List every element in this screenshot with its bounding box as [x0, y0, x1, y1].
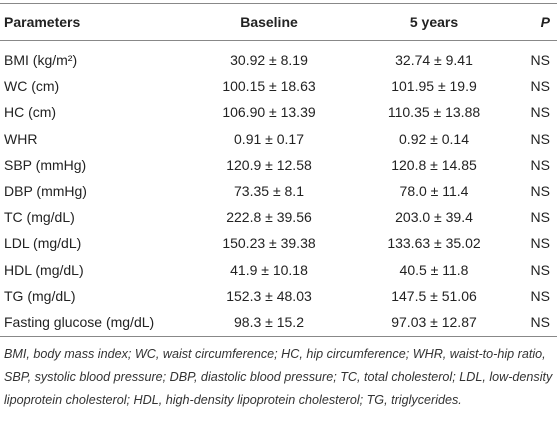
table-cell: 73.35 ± 8.1 — [234, 183, 304, 200]
table-cell: 41.9 ± 10.18 — [230, 261, 308, 278]
header-cell: P — [504, 3, 557, 41]
table-cell: 147.5 ± 51.06 — [391, 287, 477, 304]
header-cell: Parameters — [0, 3, 174, 41]
table-cell: NS — [530, 156, 550, 173]
table-row: HC (cm) 106.90 ± 13.39 110.35 ± 13.88 NS — [0, 99, 557, 125]
table-row: TC (mg/dL) 222.8 ± 39.56 203.0 ± 39.4 NS — [0, 204, 557, 230]
table-cell: SBP (mmHg) — [4, 156, 87, 173]
table-cell: NS — [530, 104, 550, 121]
table-cell: NS — [530, 287, 550, 304]
table-cell: 110.35 ± 13.88 — [387, 104, 481, 121]
table-row: TG (mg/dL) 152.3 ± 48.03 147.5 ± 51.06 NS — [0, 283, 557, 309]
table-cell: NS — [504, 308, 557, 338]
table-cell: NS — [530, 235, 550, 252]
header-cell: Baseline — [174, 3, 364, 41]
table-cell: 120.9 ± 12.58 — [226, 156, 312, 173]
table-cell: DBP (mmHg) — [4, 183, 87, 200]
table-row: SBP (mmHg) 120.9 ± 12.58 120.8 ± 14.85 NS — [0, 152, 557, 178]
table-cell: 152.3 ± 48.03 — [226, 287, 312, 304]
table-cell: Fasting glucose (mg/dL) — [0, 308, 174, 338]
table-cell: 40.5 ± 11.8 — [399, 261, 469, 278]
table-cell: 203.0 ± 39.4 — [395, 209, 473, 226]
table-cell: 106.90 ± 13.39 — [222, 104, 316, 121]
table-row: DBP (mmHg) 73.35 ± 8.1 78.0 ± 11.4 NS — [0, 178, 557, 204]
table-cell: TG (mg/dL) — [4, 287, 76, 304]
table-cell: 100.15 ± 18.63 — [222, 78, 316, 95]
table-body: BMI (kg/m²) 30.92 ± 8.19 32.74 ± 9.41 NS WC … — [0, 41, 557, 338]
table-row: HDL (mg/dL) 41.9 ± 10.18 40.5 ± 11.8 NS — [0, 257, 557, 283]
table-cell: 30.92 ± 8.19 — [230, 52, 308, 69]
table-header: Parameters Baseline 5 years P — [0, 3, 557, 41]
table-cell: 222.8 ± 39.56 — [226, 209, 312, 226]
table-cell: 133.63 ± 35.02 — [387, 235, 481, 252]
page: Parameters Baseline 5 years P BMI (kg/m²) 30… — [0, 3, 557, 443]
table-cell: 78.0 ± 11.4 — [399, 183, 469, 200]
table-row: WC (cm) 100.15 ± 18.63 101.95 ± 19.9 NS — [0, 73, 557, 99]
data-table: Parameters Baseline 5 years P BMI (kg/m²) 30… — [0, 3, 557, 338]
footnote: BMI, body mass index; WC, waist circumfe… — [4, 347, 553, 408]
table-cell: NS — [530, 78, 550, 95]
table-cell: WC (cm) — [4, 78, 60, 95]
table-cell: 101.95 ± 19.9 — [391, 78, 477, 95]
table-cell: HDL (mg/dL) — [4, 261, 84, 278]
table-cell: NS — [530, 52, 550, 69]
table-cell: BMI (kg/m²) — [4, 52, 78, 69]
table-cell: NS — [530, 209, 550, 226]
table-row: WHR 0.91 ± 0.17 0.92 ± 0.14 NS — [0, 126, 557, 152]
table-cell: 32.74 ± 9.41 — [395, 52, 473, 69]
table-cell: NS — [530, 130, 550, 147]
table-cell: WHR — [4, 130, 38, 147]
table-cell: LDL (mg/dL) — [4, 235, 82, 252]
table-cell: 98.3 ± 15.2 — [174, 308, 364, 338]
table-cell: TC (mg/dL) — [4, 209, 75, 226]
table-cell: 150.23 ± 39.38 — [222, 235, 316, 252]
table-cell: NS — [530, 183, 550, 200]
table-row: LDL (mg/dL) 150.23 ± 39.38 133.63 ± 35.02 N… — [0, 230, 557, 256]
table-cell: HC (cm) — [4, 104, 57, 121]
header-cell: 5 years — [364, 3, 504, 41]
table-cell: 0.92 ± 0.14 — [399, 130, 469, 147]
table-row: Fasting glucose (mg/dL) 98.3 ± 15.2 97.03 … — [0, 308, 557, 338]
header-row: Parameters Baseline 5 years P — [0, 3, 557, 41]
table-cell: 0.91 ± 0.17 — [234, 130, 304, 147]
table-cell: 97.03 ± 12.87 — [364, 308, 504, 338]
table-cell: 120.8 ± 14.85 — [391, 156, 477, 173]
table-cell: NS — [530, 261, 550, 278]
table-row: BMI (kg/m²) 30.92 ± 8.19 32.74 ± 9.41 NS — [0, 41, 557, 74]
